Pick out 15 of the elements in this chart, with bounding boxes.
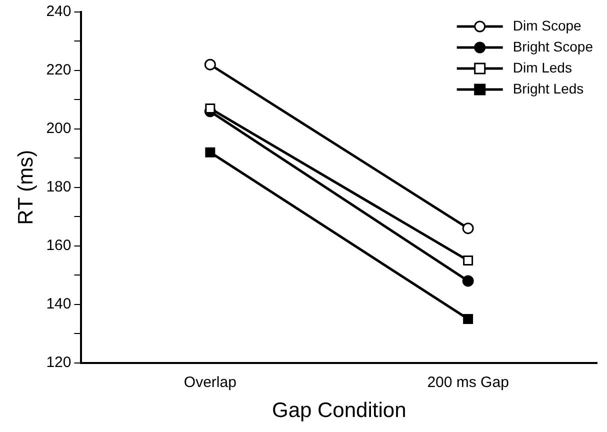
y-tick-label: 140 — [46, 295, 72, 312]
x-tick-label: Overlap — [184, 374, 236, 391]
y-tick-label: 120 — [46, 354, 72, 371]
legend-label: Bright Leds — [512, 80, 584, 96]
x-tick-label: 200 ms Gap — [427, 374, 509, 391]
y-tick-label: 160 — [46, 237, 72, 254]
y-tick-label: 220 — [46, 62, 72, 79]
legend-label: Dim Leds — [512, 59, 572, 76]
y-tick-label: 240 — [46, 3, 72, 20]
y-tick-label: 180 — [46, 178, 72, 196]
x-axis-title: Gap Condition — [272, 399, 406, 422]
legend-label: Bright Scope — [512, 38, 594, 54]
y-axis-title: RT (ms) — [14, 150, 38, 225]
y-tick-label: 200 — [46, 120, 72, 138]
legend-label: Dim Scope — [512, 17, 582, 34]
